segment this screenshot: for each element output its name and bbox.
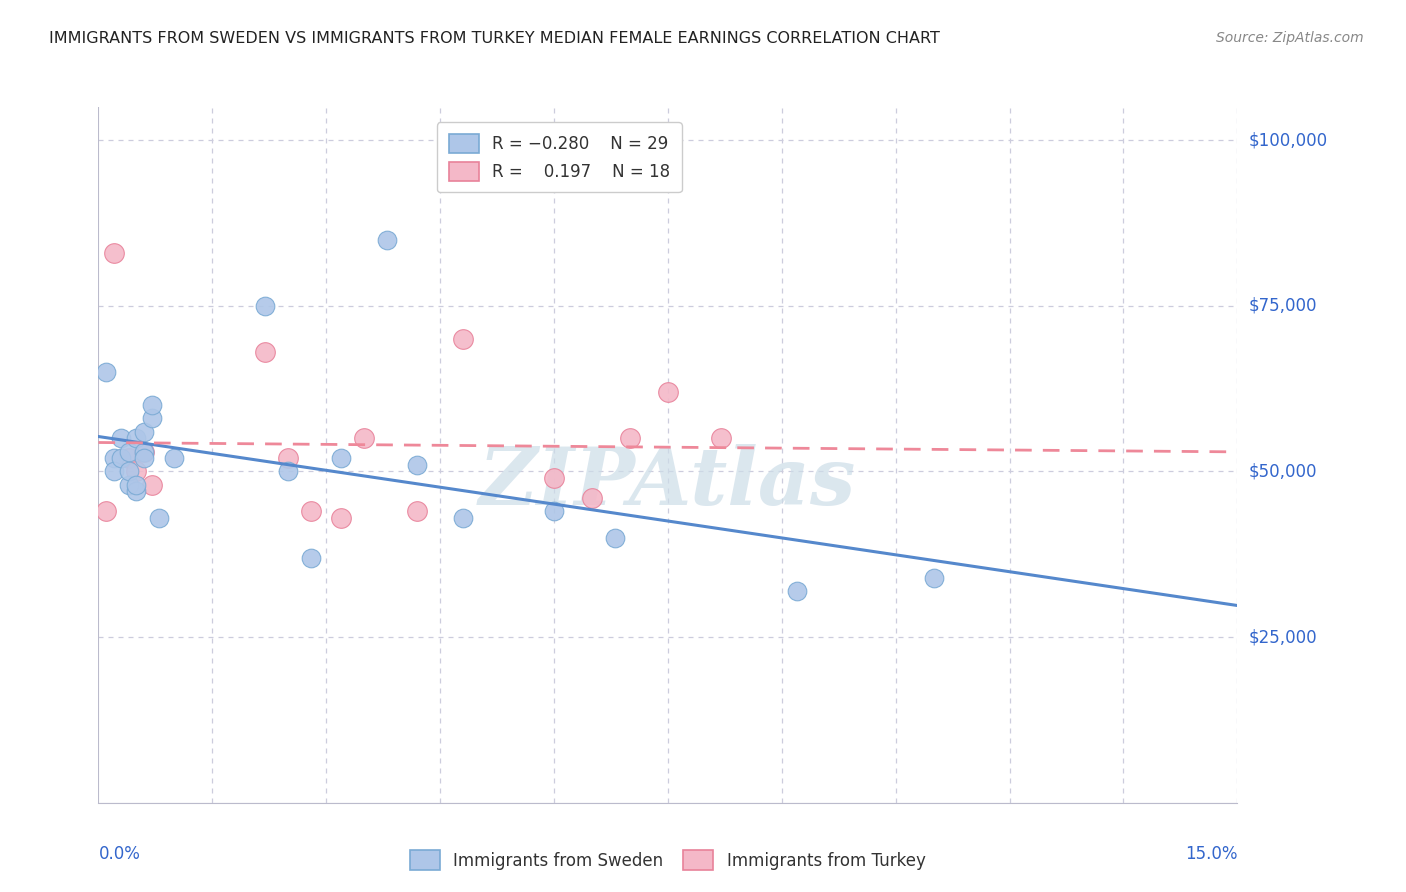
- Point: [581, 491, 603, 505]
- Point: [148, 511, 170, 525]
- Point: [94, 365, 117, 379]
- Point: [110, 451, 132, 466]
- Point: [125, 431, 148, 445]
- Text: 15.0%: 15.0%: [1185, 845, 1237, 863]
- Point: [141, 477, 163, 491]
- Point: [118, 465, 141, 479]
- Point: [277, 451, 299, 466]
- Point: [922, 570, 945, 584]
- Point: [94, 504, 117, 518]
- Point: [254, 299, 277, 313]
- Point: [141, 398, 163, 412]
- Point: [125, 477, 148, 491]
- Text: Source: ZipAtlas.com: Source: ZipAtlas.com: [1216, 31, 1364, 45]
- Text: $75,000: $75,000: [1249, 297, 1317, 315]
- Text: $50,000: $50,000: [1249, 462, 1317, 481]
- Point: [353, 431, 375, 445]
- Text: IMMIGRANTS FROM SWEDEN VS IMMIGRANTS FROM TURKEY MEDIAN FEMALE EARNINGS CORRELAT: IMMIGRANTS FROM SWEDEN VS IMMIGRANTS FRO…: [49, 31, 941, 46]
- Point: [375, 233, 398, 247]
- Point: [330, 511, 353, 525]
- Point: [103, 245, 125, 260]
- Point: [277, 465, 299, 479]
- Point: [132, 444, 155, 458]
- Point: [103, 465, 125, 479]
- Text: $100,000: $100,000: [1249, 131, 1327, 149]
- Text: $25,000: $25,000: [1249, 628, 1317, 646]
- Point: [603, 531, 626, 545]
- Text: 0.0%: 0.0%: [98, 845, 141, 863]
- Point: [299, 504, 322, 518]
- Point: [710, 431, 733, 445]
- Point: [406, 458, 429, 472]
- Point: [118, 444, 141, 458]
- Point: [330, 451, 353, 466]
- Point: [118, 451, 141, 466]
- Point: [132, 451, 155, 466]
- Point: [125, 484, 148, 499]
- Text: ZIPAtlas: ZIPAtlas: [479, 444, 856, 522]
- Point: [406, 504, 429, 518]
- Point: [103, 451, 125, 466]
- Point: [132, 444, 155, 458]
- Point: [110, 431, 132, 445]
- Point: [657, 384, 679, 399]
- Point: [299, 550, 322, 565]
- Point: [118, 477, 141, 491]
- Point: [132, 425, 155, 439]
- Point: [619, 431, 641, 445]
- Point: [543, 471, 565, 485]
- Point: [141, 411, 163, 425]
- Point: [163, 451, 186, 466]
- Point: [451, 332, 474, 346]
- Point: [125, 465, 148, 479]
- Legend: Immigrants from Sweden, Immigrants from Turkey: Immigrants from Sweden, Immigrants from …: [402, 842, 934, 878]
- Point: [254, 345, 277, 359]
- Point: [451, 511, 474, 525]
- Point: [786, 583, 808, 598]
- Point: [543, 504, 565, 518]
